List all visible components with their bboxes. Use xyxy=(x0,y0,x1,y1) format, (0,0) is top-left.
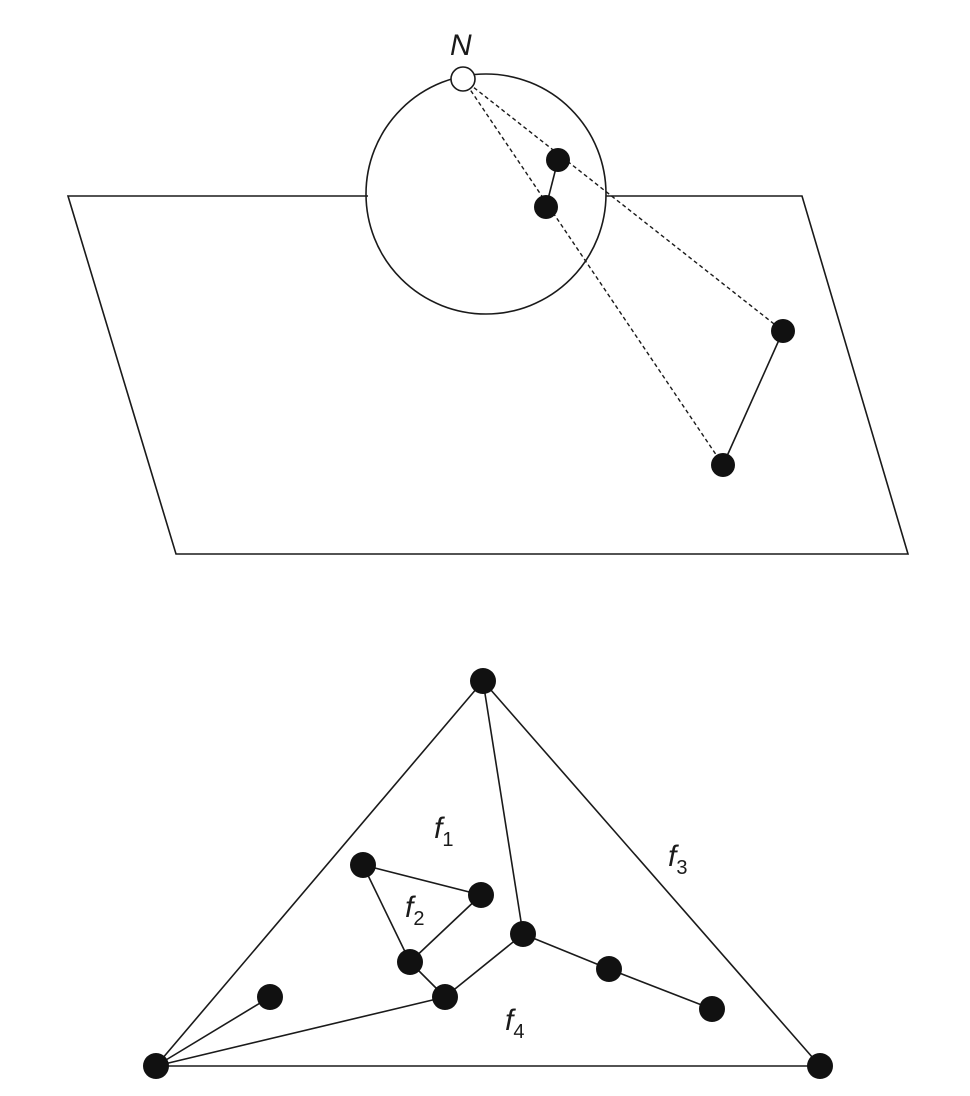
plane-outline xyxy=(66,195,910,555)
plane-edge xyxy=(722,330,784,466)
graph-vertex xyxy=(470,668,496,694)
graph-vertex xyxy=(350,852,376,878)
graph-edge xyxy=(444,933,524,998)
graph-edge xyxy=(362,864,482,896)
north-pole xyxy=(450,66,476,92)
graph-edge xyxy=(155,996,271,1067)
projection-ray-2 xyxy=(462,78,724,466)
plane-vertex-b xyxy=(711,453,735,477)
north-pole-label: N xyxy=(450,29,472,62)
sphere xyxy=(365,73,607,315)
face-label-f1: f1 xyxy=(434,812,453,851)
graph-edge xyxy=(482,680,524,935)
graph-vertex xyxy=(807,1053,833,1079)
graph-edge xyxy=(522,933,610,970)
graph-edge xyxy=(155,996,446,1067)
graph-vertex xyxy=(510,921,536,947)
graph-edge xyxy=(362,864,411,963)
planar-graph: f1 f2 f3 f4 xyxy=(143,668,833,1079)
graph-vertex xyxy=(143,1053,169,1079)
plane-vertex-a xyxy=(771,319,795,343)
graph-vertex xyxy=(468,882,494,908)
graph-edge xyxy=(155,680,484,1067)
face-label-f3: f3 xyxy=(668,840,687,879)
graph-vertex xyxy=(397,949,423,975)
graph-vertex xyxy=(699,996,725,1022)
graph-edge xyxy=(608,968,713,1010)
graph-edge xyxy=(482,680,821,1067)
sphere-vertex-b xyxy=(534,195,558,219)
face-label-f4: f4 xyxy=(505,1004,524,1043)
graph-edge xyxy=(409,894,482,963)
stereographic-projection: N xyxy=(66,29,910,555)
graph-vertex xyxy=(432,984,458,1010)
sphere-vertex-a xyxy=(546,148,570,172)
face-label-f2: f2 xyxy=(405,891,424,930)
projection-ray-1 xyxy=(462,78,784,332)
graph-vertex xyxy=(596,956,622,982)
graph-vertex xyxy=(257,984,283,1010)
